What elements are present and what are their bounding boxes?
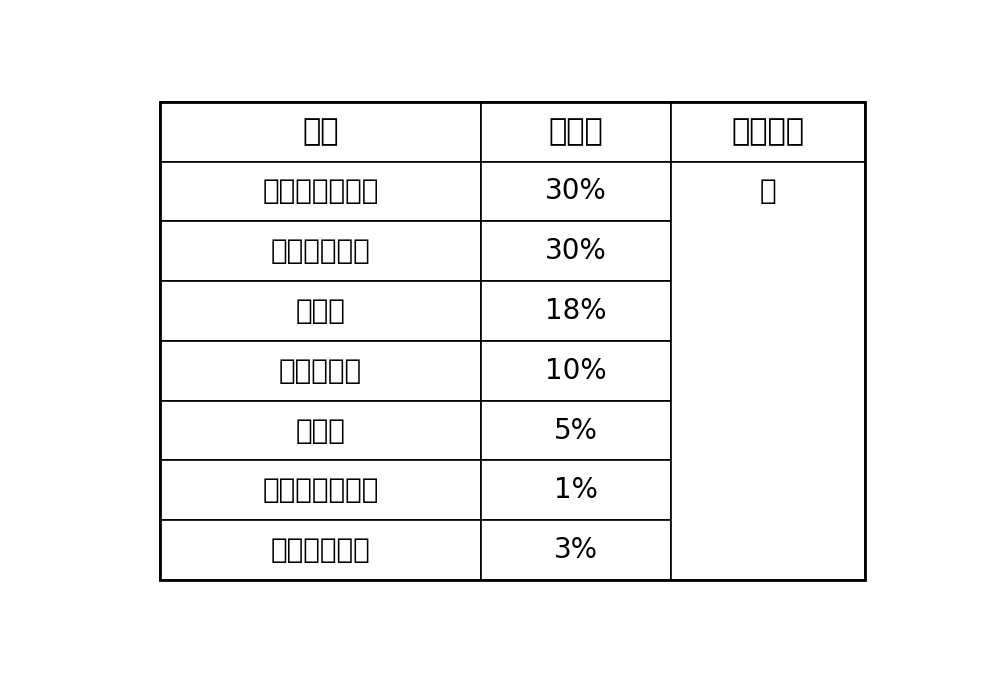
Text: 确树脂强化剂: 确树脂强化剂 [270, 536, 370, 564]
Bar [671, 102, 865, 161]
Text: 氧化硫: 氧化硫 [295, 416, 345, 445]
Text: 5%: 5% [554, 416, 598, 445]
Bar [160, 401, 481, 460]
Bar [481, 161, 671, 221]
Bar [481, 401, 671, 460]
Bar [481, 341, 671, 401]
Text: 莫来石矿化剂: 莫来石矿化剂 [270, 237, 370, 265]
Text: 金属氧化物溶胶: 金属氧化物溶胶 [262, 477, 379, 504]
Text: 30%: 30% [545, 237, 607, 265]
Bar [671, 161, 865, 580]
Bar [160, 341, 481, 401]
Text: 增塑剂: 增塑剂 [295, 297, 345, 325]
Text: 1%: 1% [554, 477, 598, 504]
Text: 碳化硫晶须: 碳化硫晶须 [279, 357, 362, 385]
Bar [481, 520, 671, 580]
Bar [160, 520, 481, 580]
Text: 10%: 10% [545, 357, 607, 385]
Bar [481, 221, 671, 281]
Text: 3%: 3% [554, 536, 598, 564]
Text: 原料: 原料 [302, 117, 339, 146]
Bar [160, 281, 481, 341]
Text: 18%: 18% [545, 297, 607, 325]
Bar [160, 460, 481, 520]
Bar [481, 102, 671, 161]
Bar [160, 161, 481, 221]
Text: 30%: 30% [545, 178, 607, 205]
Bar [160, 102, 481, 161]
Text: 多孔石英玻璃粉: 多孔石英玻璃粉 [262, 178, 379, 205]
Bar [160, 221, 481, 281]
Bar [481, 460, 671, 520]
Text: 良: 良 [760, 178, 776, 205]
Text: 重量份: 重量份 [549, 117, 603, 146]
Text: 力学性能: 力学性能 [732, 117, 805, 146]
Bar [481, 281, 671, 341]
